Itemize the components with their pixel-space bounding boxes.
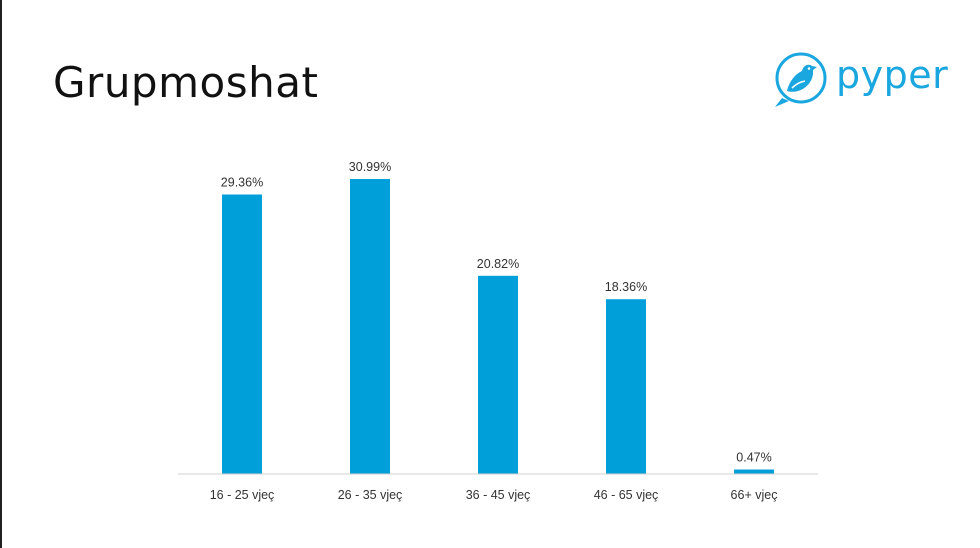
data-label-46-65-vje: 18.36% [605,280,647,294]
bar-26-35-vje [350,179,390,474]
bird-icon [775,52,827,107]
data-label-36-45-vje: 20.82% [477,257,519,271]
data-label-16-25-vje: 29.36% [221,176,263,190]
x-tick-label-26-35-vje: 26 - 35 vjeç [338,488,403,502]
x-tick-label-36-45-vje: 36 - 45 vjeç [466,488,531,502]
data-label-66-vje: 0.47% [736,451,771,465]
data-label-26-35-vje: 30.99% [349,160,391,174]
logo-wordmark: pyper [836,53,949,97]
x-tick-label-46-65-vje: 46 - 65 vjeç [594,488,659,502]
pyper-logo: pyper [770,47,950,113]
bar-36-45-vje [478,275,518,474]
slide-left-border [0,0,2,548]
x-tick-label-66-vje: 66+ vjeç [731,488,778,502]
bar-16-25-vje [222,194,262,474]
x-tick-label-16-25-vje: 16 - 25 vjeç [210,488,275,502]
bar-66-vje [734,469,774,474]
slide-title: Grupmoshat [53,58,319,107]
bar-46-65-vje [606,299,646,474]
